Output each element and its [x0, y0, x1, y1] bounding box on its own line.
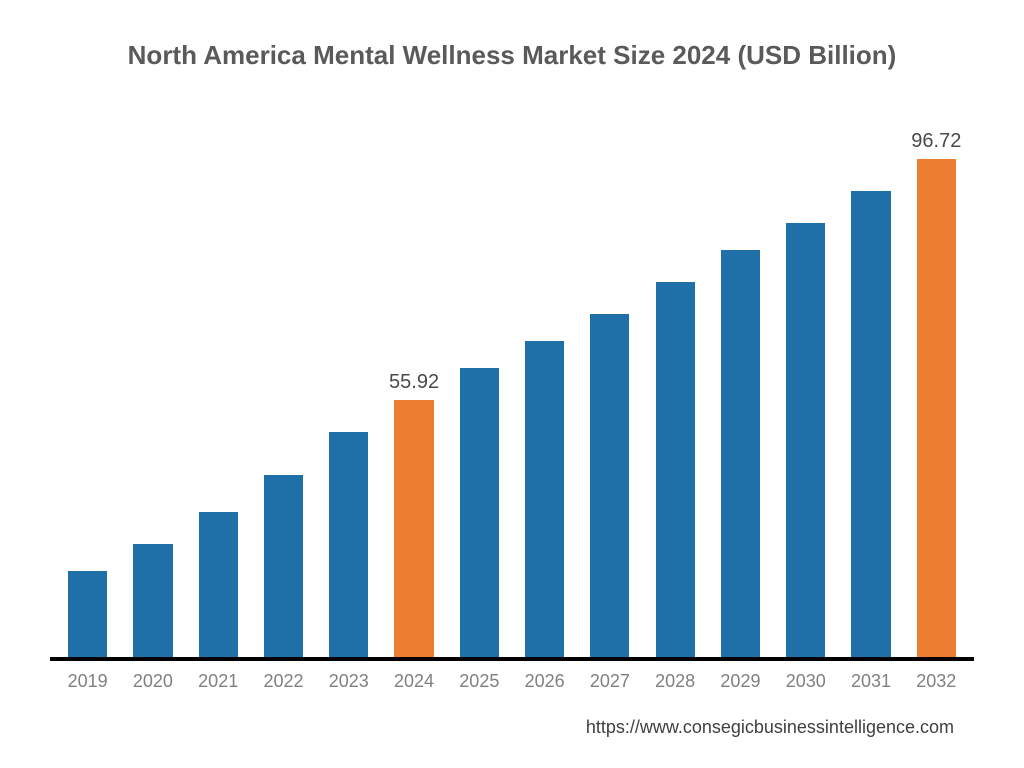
bar-slot [186, 121, 251, 657]
bar [68, 571, 107, 657]
bar-slot [316, 121, 381, 657]
bar-slot [512, 121, 577, 657]
x-axis-label: 2026 [512, 671, 577, 692]
x-axis-labels: 2019202020212022202320242025202620272028… [50, 661, 974, 692]
bars-container: 55.92 96.72 [50, 121, 974, 661]
bar [590, 314, 629, 657]
bar [329, 432, 368, 657]
bar-slot: 96.72 [904, 121, 969, 657]
bar-slot [55, 121, 120, 657]
bar-slot [773, 121, 838, 657]
bar [851, 191, 890, 657]
x-axis-label: 2025 [447, 671, 512, 692]
bar [525, 341, 564, 657]
x-axis-label: 2031 [838, 671, 903, 692]
plot-area: 55.92 96.72 [50, 121, 974, 661]
bar-slot [577, 121, 642, 657]
bar [721, 250, 760, 657]
x-axis-label: 2024 [381, 671, 446, 692]
bar [786, 223, 825, 657]
bar [199, 512, 238, 657]
bar-slot [708, 121, 773, 657]
x-axis-label: 2020 [120, 671, 185, 692]
bar-slot [838, 121, 903, 657]
bar-slot [643, 121, 708, 657]
bar [917, 159, 956, 657]
bar [656, 282, 695, 657]
x-axis-label: 2030 [773, 671, 838, 692]
x-axis-label: 2022 [251, 671, 316, 692]
chart-title: North America Mental Wellness Market Siz… [50, 40, 974, 71]
x-axis-label: 2029 [708, 671, 773, 692]
bar [394, 400, 433, 657]
x-axis-label: 2023 [316, 671, 381, 692]
x-axis-label: 2019 [55, 671, 120, 692]
x-axis-label: 2028 [643, 671, 708, 692]
x-axis-label: 2027 [577, 671, 642, 692]
x-axis-label: 2032 [904, 671, 969, 692]
bar-value-label: 96.72 [911, 130, 961, 153]
bar [264, 475, 303, 657]
bar [460, 368, 499, 657]
bar-slot [251, 121, 316, 657]
x-axis-label: 2021 [186, 671, 251, 692]
bar-slot: 55.92 [381, 121, 446, 657]
bar-slot [120, 121, 185, 657]
bar-value-label: 55.92 [389, 371, 439, 394]
bar-slot [447, 121, 512, 657]
source-url: https://www.consegicbusinessintelligence… [50, 717, 974, 738]
chart-container: North America Mental Wellness Market Siz… [0, 0, 1024, 768]
bar [133, 544, 172, 657]
